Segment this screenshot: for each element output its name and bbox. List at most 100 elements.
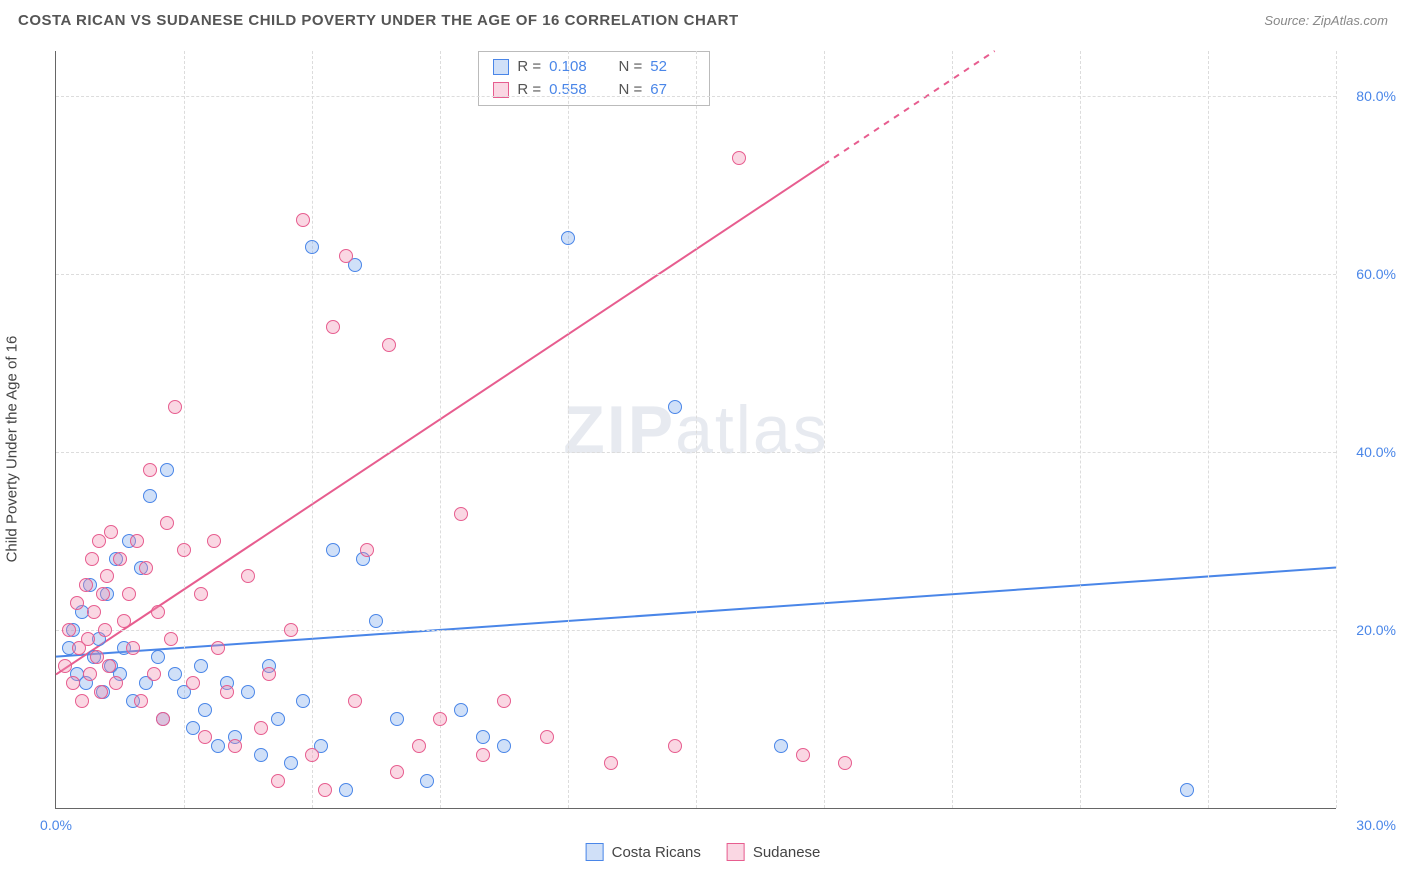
scatter-point — [79, 578, 93, 592]
scatter-point — [143, 463, 157, 477]
scatter-point — [96, 587, 110, 601]
scatter-point — [75, 694, 89, 708]
scatter-point — [271, 774, 285, 788]
scatter-point — [339, 783, 353, 797]
scatter-point — [318, 783, 332, 797]
scatter-point — [58, 659, 72, 673]
scatter-point — [360, 543, 374, 557]
scatter-point — [122, 587, 136, 601]
scatter-point — [241, 569, 255, 583]
scatter-point — [668, 400, 682, 414]
gridline-vertical — [824, 51, 825, 808]
scatter-point — [126, 641, 140, 655]
legend-label: Sudanese — [753, 844, 821, 861]
gridline-vertical — [568, 51, 569, 808]
scatter-point — [284, 623, 298, 637]
scatter-point — [117, 614, 131, 628]
x-tick-label: 30.0% — [1346, 817, 1396, 833]
scatter-point — [454, 703, 468, 717]
scatter-point — [262, 667, 276, 681]
legend-swatch — [727, 843, 745, 861]
scatter-point — [85, 552, 99, 566]
correlation-stats-box: R =0.108 N =52R = 0.558 N = 67 — [478, 51, 710, 106]
gridline-vertical — [312, 51, 313, 808]
scatter-point — [254, 748, 268, 762]
scatter-point — [87, 605, 101, 619]
gridline-vertical — [952, 51, 953, 808]
y-tick-label: 20.0% — [1346, 622, 1396, 638]
scatter-point — [130, 534, 144, 548]
scatter-point — [326, 543, 340, 557]
r-label: R = — [517, 79, 541, 102]
scatter-point — [147, 667, 161, 681]
chart-source: Source: ZipAtlas.com — [1264, 13, 1388, 28]
scatter-point — [348, 694, 362, 708]
scatter-point — [271, 712, 285, 726]
scatter-point — [198, 730, 212, 744]
scatter-point — [207, 534, 221, 548]
watermark-suffix: atlas — [675, 392, 829, 468]
scatter-point — [94, 685, 108, 699]
scatter-point — [497, 694, 511, 708]
scatter-point — [838, 756, 852, 770]
scatter-point — [177, 543, 191, 557]
scatter-point — [66, 676, 80, 690]
scatter-point — [1180, 783, 1194, 797]
gridline-vertical — [440, 51, 441, 808]
scatter-point — [134, 694, 148, 708]
scatter-point — [540, 730, 554, 744]
scatter-point — [186, 676, 200, 690]
chart-title: COSTA RICAN VS SUDANESE CHILD POVERTY UN… — [18, 12, 739, 29]
scatter-point — [100, 569, 114, 583]
source-value: ZipAtlas.com — [1313, 13, 1388, 28]
scatter-point — [420, 774, 434, 788]
scatter-point — [296, 213, 310, 227]
scatter-point — [382, 338, 396, 352]
gridline-vertical — [696, 51, 697, 808]
gridline-vertical — [1080, 51, 1081, 808]
r-value: 0.558 — [549, 79, 594, 102]
scatter-point — [198, 703, 212, 717]
plot-area: ZIPatlas R =0.108 N =52R =0.558 N =67 20… — [55, 51, 1336, 809]
scatter-point — [228, 739, 242, 753]
scatter-point — [156, 712, 170, 726]
scatter-point — [774, 739, 788, 753]
n-label: N = — [619, 79, 643, 102]
scatter-point — [326, 320, 340, 334]
scatter-point — [732, 151, 746, 165]
regression-line-dashed — [824, 51, 995, 164]
legend-swatch — [586, 843, 604, 861]
y-tick-label: 60.0% — [1346, 266, 1396, 282]
legend-item: Sudanese — [727, 843, 821, 861]
gridline-vertical — [1208, 51, 1209, 808]
scatter-point — [186, 721, 200, 735]
scatter-point — [83, 667, 97, 681]
scatter-point — [284, 756, 298, 770]
n-label: N = — [619, 56, 643, 79]
scatter-point — [194, 659, 208, 673]
scatter-point — [668, 739, 682, 753]
scatter-point — [796, 748, 810, 762]
scatter-point — [62, 623, 76, 637]
scatter-point — [70, 596, 84, 610]
scatter-point — [113, 552, 127, 566]
scatter-point — [454, 507, 468, 521]
scatter-point — [433, 712, 447, 726]
scatter-point — [194, 587, 208, 601]
scatter-point — [305, 240, 319, 254]
stats-row: R =0.108 N =52 — [493, 56, 695, 79]
scatter-point — [561, 231, 575, 245]
chart-legend: Costa Ricans Sudanese — [586, 843, 821, 861]
chart-container: Child Poverty Under the Age of 16 ZIPatl… — [0, 29, 1406, 869]
y-tick-label: 80.0% — [1346, 88, 1396, 104]
scatter-point — [151, 650, 165, 664]
legend-item: Costa Ricans — [586, 843, 701, 861]
scatter-point — [109, 676, 123, 690]
y-axis-title: Child Poverty Under the Age of 16 — [4, 336, 21, 563]
x-tick-label: 0.0% — [40, 817, 72, 833]
scatter-point — [168, 400, 182, 414]
n-value: 67 — [650, 79, 695, 102]
watermark-prefix: ZIP — [563, 392, 675, 468]
scatter-point — [98, 623, 112, 637]
scatter-point — [412, 739, 426, 753]
